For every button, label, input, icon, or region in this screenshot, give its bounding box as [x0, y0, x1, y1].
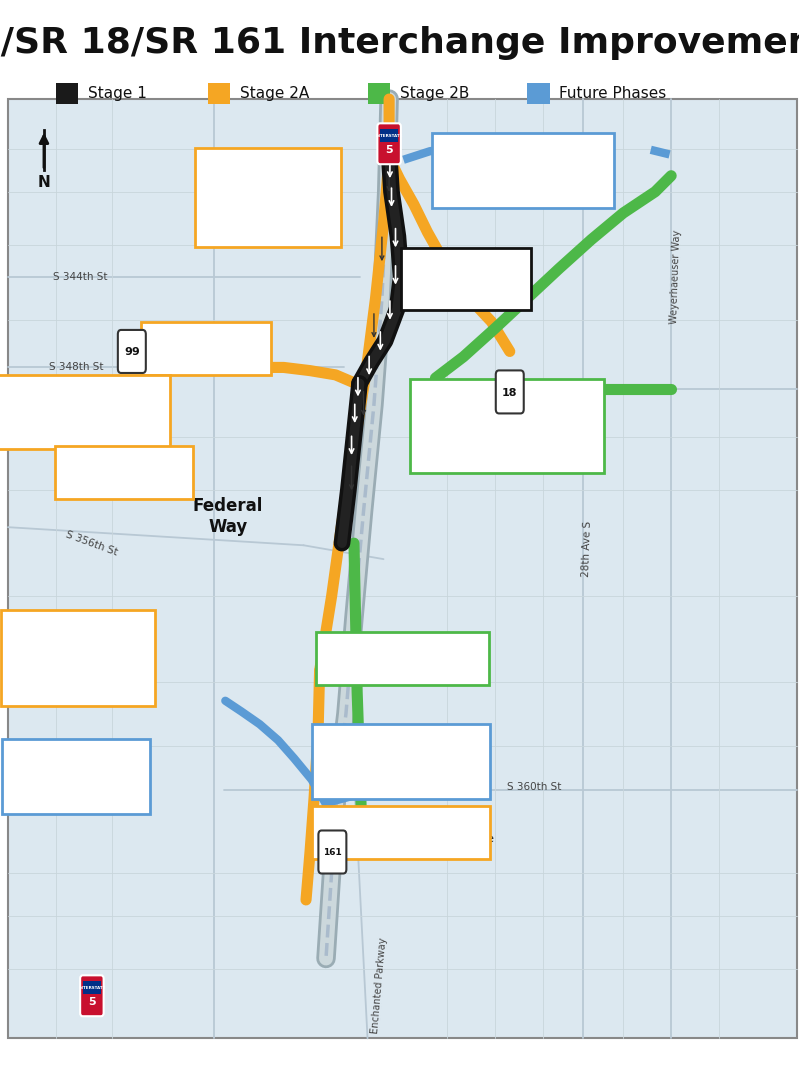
Text: Future Phases: Future Phases [559, 86, 666, 101]
Text: 5: 5 [385, 145, 393, 154]
FancyBboxPatch shape [195, 148, 341, 247]
FancyBboxPatch shape [316, 632, 489, 685]
Text: S 344th St: S 344th St [53, 272, 107, 282]
Text: INTERSTATE: INTERSTATE [78, 986, 105, 989]
Text: I-5/SR 18/SR 161 Interchange Improvements: I-5/SR 18/SR 161 Interchange Improvement… [0, 26, 799, 60]
Text: 16th Ave S: 16th Ave S [210, 175, 221, 230]
Text: Reconstruct SB I-5
off-ramp to WB SR 18
to accommodate EB
and WB SR 18 traffic: Reconstruct SB I-5 off-ramp to WB SR 18 … [205, 174, 316, 220]
Bar [8, 99, 797, 1038]
Text: Rebuild SR 161 bridge to make
room for new southbound
auxiliary lane on I-5: Rebuild SR 161 bridge to make room for n… [321, 744, 483, 779]
FancyBboxPatch shape [2, 739, 150, 814]
FancyBboxPatch shape [432, 133, 614, 208]
FancyBboxPatch shape [400, 248, 531, 310]
Text: Add southbound auxiliary
lane to improve merge
from SR 18 to I-5: Add southbound auxiliary lane to improve… [11, 759, 145, 793]
FancyBboxPatch shape [2, 610, 156, 706]
FancyBboxPatch shape [312, 724, 491, 799]
FancyBboxPatch shape [54, 446, 193, 499]
Bar [208, 83, 230, 104]
Text: Replace S. 356th St/
SR 161 & S. 356th/
16th Ave. S. intersections
with a rounda: Replace S. 356th St/ SR 161 & S. 356th/ … [11, 635, 145, 682]
FancyBboxPatch shape [377, 124, 401, 164]
Text: Build a two-lane ramp to increase
capacity and allow drivers more
time to switch: Build a two-lane ramp to increase capaci… [420, 403, 596, 449]
Text: N: N [38, 175, 50, 190]
FancyBboxPatch shape [80, 976, 104, 1016]
Text: 28th Ave S: 28th Ave S [582, 521, 593, 576]
FancyBboxPatch shape [318, 831, 347, 873]
Text: COMPLETED
September 2012: COMPLETED September 2012 [411, 267, 514, 291]
Bar [380, 129, 398, 142]
Text: New ramp to SR 161 provides
direct access from southbound
I-5 to new ramps at SR: New ramp to SR 161 provides direct acces… [7, 395, 169, 429]
FancyBboxPatch shape [312, 806, 491, 859]
FancyBboxPatch shape [141, 322, 272, 375]
Bar [56, 83, 78, 104]
Text: Weyerhaeuser Way: Weyerhaeuser Way [669, 230, 682, 324]
Bar [83, 982, 101, 994]
Text: INTERSTATE: INTERSTATE [376, 134, 403, 137]
FancyBboxPatch shape [495, 371, 524, 413]
Text: S 360th St: S 360th St [507, 782, 561, 792]
Text: 161: 161 [323, 849, 342, 857]
Text: S 356th St: S 356th St [65, 529, 119, 557]
Text: 99: 99 [124, 347, 140, 358]
Text: Stage 2B: Stage 2B [400, 86, 469, 101]
Text: S 348th St: S 348th St [49, 362, 103, 373]
Text: Add northbound auxiliary lane
on I-5 to improve traffic flow: Add northbound auxiliary lane on I-5 to … [326, 646, 484, 670]
Text: Stage 1: Stage 1 [88, 86, 147, 101]
Text: 5: 5 [88, 997, 96, 1006]
Text: Federal
Way: Federal Way [193, 497, 263, 536]
Text: Widen and realign east leg of
SR 161/Milton Rd. S. interchange: Widen and realign east leg of SR 161/Mil… [321, 821, 494, 845]
FancyBboxPatch shape [0, 375, 170, 449]
Text: 18: 18 [502, 388, 518, 398]
Text: Build new ramp to
SR 161 at S. 356th St.: Build new ramp to SR 161 at S. 356th St. [64, 461, 180, 485]
Text: Enchanted Parkway: Enchanted Parkway [371, 937, 388, 1033]
Bar [368, 83, 390, 104]
Text: Build flyover ramp to directly
connect  Weyerhaeuser Way
to S. 348th St.: Build flyover ramp to directly connect W… [442, 153, 594, 187]
Text: Close SB I-5 to EB
SR 18 loop ramp: Close SB I-5 to EB SR 18 loop ramp [150, 337, 244, 360]
FancyBboxPatch shape [411, 379, 605, 473]
FancyBboxPatch shape [118, 330, 146, 373]
Bar [527, 83, 550, 104]
Text: Stage 2A: Stage 2A [240, 86, 309, 101]
